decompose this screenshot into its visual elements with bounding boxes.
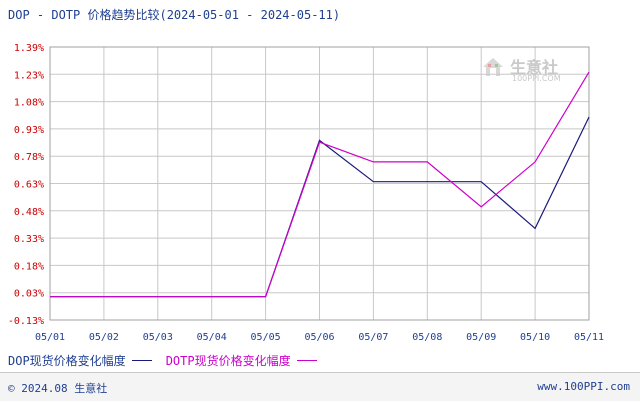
watermark-url: 100PPI.COM (512, 74, 561, 83)
y-tick-label: 0.93% (14, 125, 44, 136)
legend-item-dotp: DOTP现货价格变化幅度 (166, 352, 317, 369)
legend-line-dop (131, 360, 152, 361)
series-line-dotp (50, 71, 590, 298)
y-tick-label: 0.63% (14, 180, 44, 191)
house-logo-icon (483, 58, 503, 76)
y-tick-label: 0.48% (14, 207, 44, 218)
y-tick-label: 1.08% (14, 98, 44, 109)
x-tick-label: 05/02 (89, 332, 119, 343)
x-tick-label: 05/04 (197, 332, 227, 343)
footer-copyright: © 2024.08 生意社 (8, 382, 108, 395)
y-tick-label: 0.03% (14, 289, 44, 300)
y-tick-label: 1.23% (14, 70, 44, 81)
footer-website[interactable]: www.100PPI.com (537, 380, 630, 393)
y-tick-label: 1.39% (14, 43, 44, 54)
y-tick-label: -0.13% (8, 316, 44, 327)
legend-line-dotp (296, 360, 317, 361)
x-tick-label: 05/10 (520, 332, 550, 343)
x-tick-label: 05/07 (358, 332, 388, 343)
x-tick-label: 05/06 (304, 332, 334, 343)
x-tick-label: 05/09 (466, 332, 496, 343)
y-tick-label: 0.18% (14, 261, 44, 272)
x-tick-label: 05/01 (35, 332, 65, 343)
legend-item-dop: DOP现货价格变化幅度 (8, 352, 152, 369)
x-tick-label: 05/08 (412, 332, 442, 343)
x-tick-label: 05/03 (143, 332, 173, 343)
y-tick-label: 0.33% (14, 234, 44, 245)
plot-border (49, 46, 590, 321)
y-tick-label: 0.78% (14, 152, 44, 163)
watermark-brand: 生意社 (510, 58, 559, 77)
chart-title: DOP - DOTP 价格趋势比较(2024-05-01 - 2024-05-1… (8, 8, 341, 22)
legend: DOP现货价格变化幅度 DOTP现货价格变化幅度 (8, 352, 331, 369)
x-tick-label: 05/11 (574, 332, 604, 343)
x-tick-label: 05/05 (251, 332, 281, 343)
legend-label-dotp: DOTP现货价格变化幅度 (165, 354, 291, 368)
footer: © 2024.08 生意社 www.100PPI.com (0, 372, 640, 401)
legend-label-dop: DOP现货价格变化幅度 (8, 354, 126, 368)
